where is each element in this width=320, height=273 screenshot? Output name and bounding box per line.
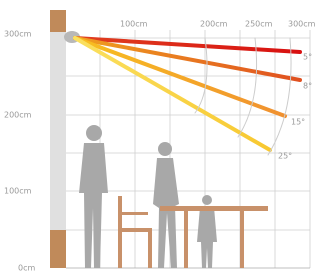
beams bbox=[75, 38, 300, 155]
beam-diagram: 300cm 200cm 100cm 0cm 100cm 200cm 250cm … bbox=[0, 0, 319, 273]
height-label: 200cm bbox=[4, 111, 32, 120]
distance-labels: 100cm 200cm 250cm 300cm bbox=[120, 20, 316, 29]
distance-label: 300cm bbox=[288, 20, 316, 29]
angle-label: 25° bbox=[278, 152, 292, 161]
angle-label: 15° bbox=[291, 118, 305, 127]
furniture bbox=[118, 196, 268, 268]
distance-label: 200cm bbox=[200, 20, 228, 29]
distance-label: 100cm bbox=[120, 20, 148, 29]
distance-label: 250cm bbox=[245, 20, 273, 29]
height-label: 0cm bbox=[18, 264, 35, 273]
height-label: 300cm bbox=[4, 30, 32, 39]
height-label: 100cm bbox=[4, 187, 32, 196]
wall bbox=[50, 10, 80, 268]
angle-labels: 5° 8° 15° 25° bbox=[278, 53, 312, 161]
angle-label: 5° bbox=[303, 53, 312, 62]
angle-label: 8° bbox=[303, 82, 312, 91]
height-labels: 300cm 200cm 100cm 0cm bbox=[4, 30, 35, 273]
